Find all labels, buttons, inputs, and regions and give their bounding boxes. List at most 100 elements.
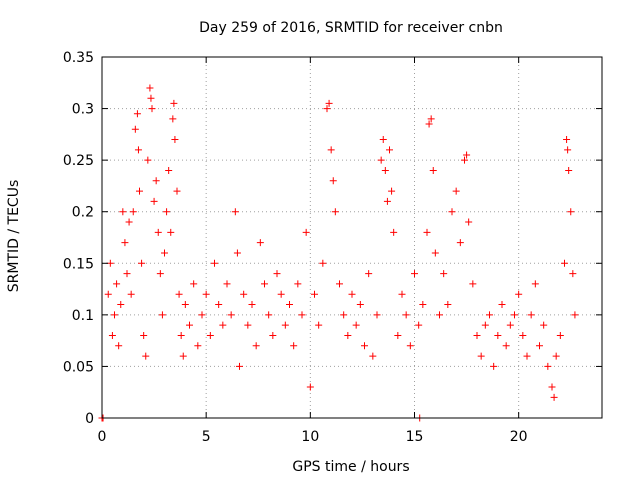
data-point	[427, 115, 435, 123]
data-point	[571, 311, 579, 319]
data-point	[173, 187, 181, 195]
data-point	[506, 321, 514, 329]
data-point	[319, 259, 327, 267]
data-point	[550, 393, 558, 401]
data-point	[223, 280, 231, 288]
data-point	[127, 290, 135, 298]
data-point	[329, 177, 337, 185]
data-point	[152, 177, 160, 185]
x-tick-label: 5	[202, 429, 211, 445]
data-point	[117, 301, 125, 309]
data-point	[523, 352, 531, 360]
data-point	[134, 146, 142, 154]
data-point	[411, 270, 418, 278]
data-point	[158, 311, 166, 319]
x-tick-label: 15	[406, 429, 424, 445]
data-point	[215, 301, 223, 309]
data-point	[429, 166, 437, 174]
data-point	[552, 352, 560, 360]
data-point	[356, 301, 364, 309]
data-point	[315, 321, 323, 329]
y-tick-label: 0.25	[63, 153, 94, 169]
data-point	[186, 321, 193, 329]
data-point	[265, 311, 273, 319]
data-point	[465, 218, 473, 226]
data-point	[406, 342, 414, 350]
data-point	[163, 208, 171, 216]
y-axis-label: SRMTID / TECUs	[6, 180, 22, 293]
data-point	[490, 362, 498, 370]
data-point	[336, 280, 343, 288]
data-point	[381, 166, 389, 174]
data-point	[161, 249, 168, 257]
data-point	[544, 362, 552, 370]
data-point	[181, 301, 189, 309]
data-point	[136, 187, 143, 195]
scatter-points	[98, 84, 579, 422]
data-point	[425, 120, 433, 128]
data-point	[175, 290, 183, 298]
data-point	[373, 311, 381, 319]
data-point	[383, 197, 391, 205]
x-tick-label: 20	[510, 429, 528, 445]
y-tick-label: 0	[85, 411, 94, 427]
data-point	[194, 342, 202, 350]
data-point	[419, 301, 427, 309]
x-axis-label: GPS time / hours	[292, 459, 409, 475]
data-point	[511, 311, 518, 319]
chart-title: Day 259 of 2016, SRMTID for receiver cnb…	[199, 20, 503, 36]
data-point	[277, 290, 285, 298]
data-point	[306, 383, 314, 391]
data-point	[273, 270, 281, 278]
data-point	[244, 321, 252, 329]
data-point	[150, 197, 158, 205]
data-point	[156, 270, 164, 278]
data-point	[569, 270, 577, 278]
data-point	[515, 290, 523, 298]
data-point	[352, 321, 360, 329]
data-point	[248, 301, 256, 309]
data-point	[564, 146, 572, 154]
data-point	[144, 156, 152, 164]
data-point	[473, 331, 481, 339]
data-point	[502, 342, 510, 350]
data-point	[379, 136, 387, 144]
data-point	[147, 94, 155, 102]
data-point	[331, 208, 339, 216]
data-point	[190, 280, 198, 288]
y-tick-label: 0.1	[72, 308, 94, 324]
data-point	[563, 136, 571, 144]
data-point	[436, 311, 443, 319]
data-point	[548, 383, 556, 391]
y-tick-label: 0.15	[63, 256, 94, 272]
data-point	[369, 352, 377, 360]
data-point	[240, 290, 248, 298]
data-point	[227, 311, 235, 319]
data-point	[140, 331, 148, 339]
data-point	[252, 342, 260, 350]
data-point	[231, 208, 239, 216]
data-point	[469, 280, 477, 288]
data-point	[456, 239, 464, 247]
data-point	[125, 218, 133, 226]
data-point	[536, 342, 543, 350]
data-point	[311, 290, 318, 298]
data-point	[169, 115, 177, 123]
data-point	[119, 208, 127, 216]
data-point	[519, 331, 527, 339]
data-point	[104, 290, 112, 298]
data-point	[138, 259, 146, 267]
data-point	[108, 331, 116, 339]
data-point	[202, 290, 210, 298]
x-tick-label: 0	[98, 429, 107, 445]
data-point	[256, 239, 264, 247]
data-point	[115, 342, 123, 350]
data-point	[388, 187, 396, 195]
data-point	[111, 311, 118, 319]
data-point	[448, 208, 456, 216]
data-point	[527, 311, 535, 319]
data-point	[398, 290, 406, 298]
data-point	[327, 146, 335, 154]
data-point	[340, 311, 348, 319]
data-point	[167, 228, 175, 236]
